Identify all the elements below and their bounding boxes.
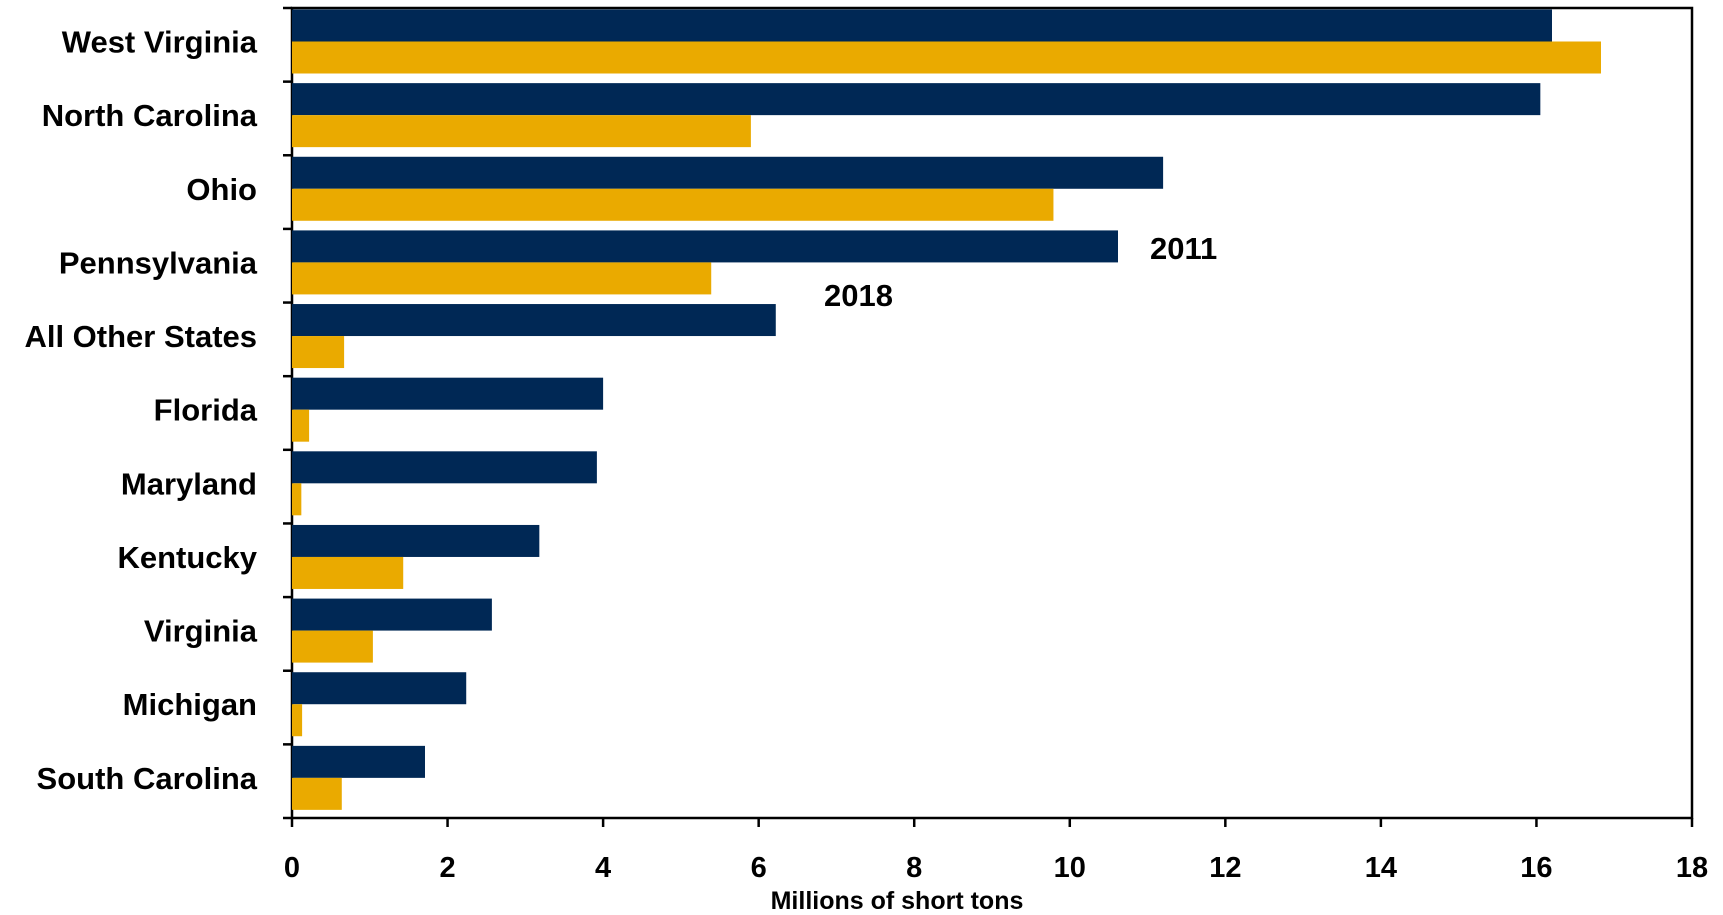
category-labels: West Virginia North Carolina Ohio Pennsylva… bbox=[24, 25, 257, 796]
category-label: West Virginia bbox=[62, 25, 258, 60]
category-label: Virginia bbox=[144, 614, 258, 649]
y-axis-ticks bbox=[283, 6, 292, 820]
x-axis-ticks: 0 2 4 6 8 10 12 14 16 18 bbox=[284, 818, 1708, 884]
bar-2011-pennsylvania bbox=[292, 230, 1118, 263]
category-label: Maryland bbox=[121, 466, 257, 501]
bar-2018-south-carolina bbox=[292, 777, 342, 810]
bar-2018-north-carolina bbox=[292, 115, 751, 148]
bar-2018-florida bbox=[292, 409, 310, 442]
bar-2011-kentucky bbox=[292, 524, 540, 557]
x-tick-label: 16 bbox=[1520, 852, 1552, 884]
bars-group bbox=[292, 9, 1601, 810]
x-tick-label: 14 bbox=[1365, 852, 1397, 884]
x-tick-label: 0 bbox=[284, 852, 300, 884]
bar-2018-ohio bbox=[292, 188, 1054, 221]
bar-2018-maryland bbox=[292, 483, 302, 516]
bar-2011-north-carolina bbox=[292, 83, 1541, 116]
bar-2018-michigan bbox=[292, 704, 303, 737]
x-tick-label: 6 bbox=[751, 852, 767, 884]
bar-2011-florida bbox=[292, 377, 604, 410]
x-tick-label: 12 bbox=[1209, 852, 1241, 884]
category-label: All Other States bbox=[24, 319, 257, 354]
bar-2018-all-other-states bbox=[292, 336, 345, 369]
bar-2011-maryland bbox=[292, 451, 597, 484]
bar-2011-virginia bbox=[292, 598, 492, 631]
bar-2011-south-carolina bbox=[292, 745, 425, 778]
x-tick-label: 18 bbox=[1676, 852, 1708, 884]
bar-2018-virginia bbox=[292, 630, 373, 663]
bar-2011-all-other-states bbox=[292, 304, 776, 337]
bar-2011-west-virginia bbox=[292, 9, 1552, 42]
category-label: Ohio bbox=[186, 172, 257, 207]
x-tick-label: 8 bbox=[906, 852, 922, 884]
series-label-2011: 2011 bbox=[1150, 231, 1217, 266]
category-label: Florida bbox=[154, 393, 258, 428]
category-label: Kentucky bbox=[117, 540, 257, 575]
series-label-2018: 2018 bbox=[824, 278, 893, 313]
bar-2018-kentucky bbox=[292, 556, 404, 589]
x-axis-title: Millions of short tons bbox=[771, 887, 1024, 915]
category-label: South Carolina bbox=[37, 761, 258, 796]
bar-2011-michigan bbox=[292, 672, 467, 705]
category-label: North Carolina bbox=[42, 98, 258, 133]
category-label: Pennsylvania bbox=[59, 245, 258, 280]
bar-2018-west-virginia bbox=[292, 41, 1601, 74]
x-tick-label: 4 bbox=[595, 852, 611, 884]
bar-2018-pennsylvania bbox=[292, 262, 712, 295]
x-tick-label: 10 bbox=[1054, 852, 1086, 884]
x-tick-label: 2 bbox=[439, 852, 455, 884]
category-label: Michigan bbox=[123, 687, 257, 722]
bar-2011-ohio bbox=[292, 156, 1164, 189]
